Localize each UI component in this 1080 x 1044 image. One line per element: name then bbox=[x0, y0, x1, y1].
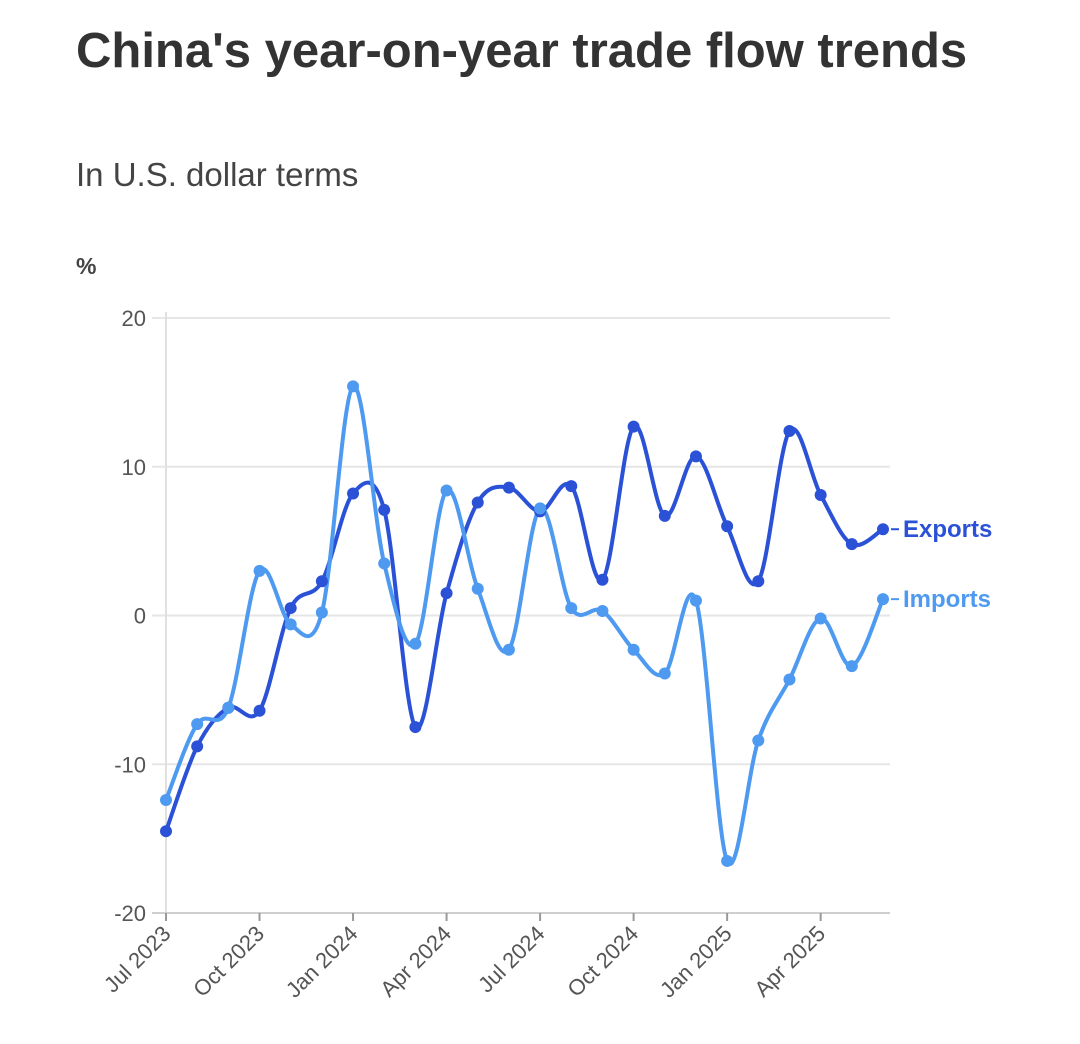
imports-line bbox=[164, 384, 885, 866]
exports-point bbox=[253, 704, 266, 717]
imports-point bbox=[160, 793, 172, 806]
imports-point bbox=[877, 593, 889, 606]
exports-point bbox=[471, 496, 484, 509]
chart-title: China's year-on-year trade flow trends bbox=[76, 24, 968, 78]
y-tick-label: 0 bbox=[134, 604, 146, 629]
x-tick-label: Oct 2023 bbox=[188, 921, 269, 1002]
exports-point bbox=[596, 573, 609, 586]
imports-point bbox=[284, 618, 297, 631]
imports-point bbox=[596, 605, 609, 618]
imports-point bbox=[253, 564, 266, 577]
exports-point bbox=[877, 523, 889, 536]
exports-point bbox=[721, 520, 734, 533]
y-axis-unit-label: % bbox=[76, 253, 97, 279]
imports-point bbox=[783, 673, 796, 686]
x-tick-label: Jan 2024 bbox=[281, 921, 363, 1003]
y-tick-label: 10 bbox=[122, 455, 146, 480]
exports-series-label: Exports bbox=[903, 516, 992, 543]
imports-point bbox=[721, 854, 734, 867]
exports-point bbox=[284, 602, 297, 615]
series-lines bbox=[164, 384, 885, 866]
imports-series-label: Imports bbox=[903, 586, 991, 613]
exports-point bbox=[783, 425, 796, 438]
imports-point bbox=[191, 718, 204, 731]
exports-point bbox=[409, 721, 422, 734]
imports-point bbox=[752, 734, 765, 747]
imports-point bbox=[471, 582, 484, 595]
x-tick-label: Jul 2023 bbox=[99, 921, 176, 998]
exports-line bbox=[164, 424, 885, 834]
imports-point bbox=[658, 667, 671, 680]
x-axis-ticks: Jul 2023 Oct 2023 Jan 2024 Apr 2024 Jul 2024… bbox=[99, 913, 830, 1003]
imports-point bbox=[440, 484, 453, 497]
exports-point bbox=[565, 480, 578, 493]
imports-point bbox=[378, 557, 391, 570]
x-tick-label: Jul 2024 bbox=[473, 921, 550, 998]
gridlines bbox=[152, 312, 890, 914]
series-labels: Exports Imports bbox=[891, 516, 992, 613]
imports-point bbox=[347, 380, 360, 393]
x-tick-label: Jan 2025 bbox=[655, 921, 737, 1003]
y-tick-label: -10 bbox=[114, 752, 146, 777]
exports-point bbox=[191, 740, 204, 753]
exports-point bbox=[689, 450, 702, 463]
chart-subtitle: In U.S. dollar terms bbox=[76, 156, 359, 193]
exports-point bbox=[627, 420, 640, 433]
exports-point bbox=[378, 503, 391, 516]
imports-point bbox=[534, 502, 547, 515]
exports-point bbox=[814, 489, 827, 502]
imports-point bbox=[845, 660, 858, 673]
y-tick-label: 20 bbox=[122, 306, 146, 331]
imports-point bbox=[627, 643, 640, 656]
exports-point bbox=[658, 509, 671, 522]
exports-point bbox=[315, 575, 328, 588]
exports-point bbox=[752, 575, 765, 588]
x-tick-label: Apr 2025 bbox=[749, 921, 830, 1002]
imports-point bbox=[689, 594, 702, 607]
exports-point bbox=[845, 538, 858, 551]
imports-point bbox=[409, 637, 422, 650]
series-points bbox=[160, 380, 889, 867]
exports-point bbox=[347, 487, 360, 500]
imports-point bbox=[222, 701, 235, 714]
exports-point bbox=[440, 587, 453, 600]
y-axis-ticks: 20 10 0 -10 -20 bbox=[114, 306, 146, 926]
exports-point bbox=[502, 481, 515, 494]
x-tick-label: Oct 2024 bbox=[562, 921, 643, 1002]
imports-point bbox=[814, 612, 827, 625]
exports-point bbox=[160, 825, 172, 838]
imports-point bbox=[565, 602, 578, 615]
x-tick-label: Apr 2024 bbox=[375, 921, 456, 1002]
y-tick-label: -20 bbox=[114, 901, 146, 926]
imports-point bbox=[315, 606, 328, 619]
imports-point bbox=[502, 643, 515, 656]
